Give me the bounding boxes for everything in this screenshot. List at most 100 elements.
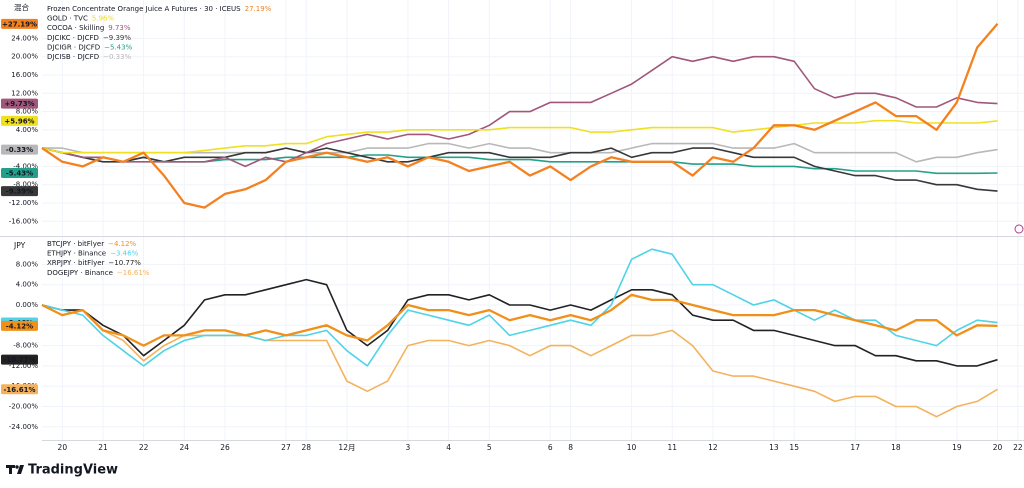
value-badge-label: -0.33% [6,146,33,154]
y-tick-label: -8.00% [13,342,38,350]
legend-name: Frozen Concentrate Orange Juice A Future… [47,5,241,13]
legend-value: 9.73% [108,24,131,32]
value-badge [1,320,38,331]
value-badge-label: -4.12% [6,322,33,330]
x-tick-label: 22 [139,443,149,452]
x-tick-label: 18 [891,443,901,452]
legend-value: −10.77% [108,259,141,267]
x-tick-label: 11 [667,443,677,452]
legend-name: GOLD · TVC [47,15,88,23]
legend-value: −5.43% [104,43,132,51]
x-tick-label: 13 [769,443,779,452]
legend-name: ETHJPY · Binance [47,250,106,258]
x-tick-label: 22 [1013,443,1023,452]
value-badge-label: +5.96% [4,117,34,125]
legend-entry: Frozen Concentrate Orange Juice A Future… [47,5,272,13]
y-tick-label: 8.00% [16,260,39,268]
legend-entry: BTCJPY · bitFlyer −4.12% [47,240,137,248]
value-badge [1,98,38,109]
y-tick-label: 8.00% [16,108,39,116]
x-tick-label: 19 [952,443,962,452]
legend-name: DJCISB · DJCFD [47,53,99,61]
y-tick-label: -24.00% [9,423,39,431]
x-tick-label: 6 [548,443,553,452]
value-badge [1,384,38,395]
x-tick-label: 20 [993,443,1003,452]
legend-entry: ETHJPY · Binance −3.46% [47,250,139,258]
value-badge-label: -9.39% [6,188,33,196]
series-line [41,55,998,168]
series-line [41,278,998,367]
legend-entry: COCOA · Skilling 9.73% [47,24,131,32]
x-tick-label: 3 [406,443,411,452]
legend-entry: GOLD · TVC 5.96% [47,15,114,23]
x-tick-label: 8 [568,443,573,452]
legend-name: DJCIKC · DJCFD [47,34,99,42]
x-tick-label: 12 [708,443,718,452]
x-tick-label: 15 [789,443,799,452]
legend-value: −3.46% [110,250,138,258]
value-badge [1,144,38,155]
series-line [41,147,998,192]
legend-value: −4.12% [108,240,136,248]
value-badge [1,167,38,178]
x-tick-label: 5 [487,443,492,452]
legend-name: DOGEJPY · Binance [47,269,113,277]
series-line [41,23,999,209]
lines-layer [41,23,999,418]
series-line [41,304,998,418]
x-tick-label: 17 [850,443,860,452]
x-tick-label: 27 [281,443,291,452]
grid-layer [42,0,1024,440]
logo-stem [9,465,12,474]
scroll-icon[interactable] [1014,224,1024,234]
pane-label: JPY [13,241,26,250]
value-badge [1,115,38,126]
value-badge-label: -16.61% [3,386,35,394]
brand-name: TradingView [28,463,118,478]
y-tick-label: 4.00% [16,126,39,134]
x-tick-label: 20 [58,443,68,452]
legend-value: 27.19% [245,5,272,13]
y-tick-label: 0.00% [16,301,39,309]
legend-value: −0.33% [103,53,131,61]
series-line [42,142,998,163]
labels-layer: 20 21 22 24 26 27 28 12月 3 4 5 6 8 10 11 12 13 15 17 18 19 20… [1,2,1023,452]
y-tick-label: -16.00% [9,217,39,225]
legend-name: BTCJPY · bitFlyer [47,240,104,248]
y-tick-label: 20.00% [11,53,38,61]
value-badge [1,18,38,29]
legend-entry: DJCIKC · DJCFD −9.39% [47,34,131,42]
y-tick-label: 4.00% [16,281,39,289]
y-tick-label: -8.00% [13,181,38,189]
y-tick-label: -12.00% [9,362,39,370]
x-tick-label: 12月 [338,443,355,452]
value-badge-label: -5.43% [6,169,33,177]
logo-slash [17,465,24,474]
series-line [41,293,998,347]
x-tick-label: 4 [446,443,451,452]
y-tick-label: 24.00% [11,34,38,42]
y-tick-label: -12.00% [9,199,39,207]
value-badge-label: +9.73% [4,100,34,108]
y-tick-label: 16.00% [11,71,38,79]
legend-name: COCOA · Skilling [47,24,104,32]
x-tick-label: 26 [220,443,230,452]
series-line [41,119,998,154]
legend-entry: DJCIGR · DJCFD −5.43% [47,43,133,51]
x-tick-label: 10 [627,443,637,452]
value-badge [1,186,38,197]
y-tick-label: -20.00% [9,403,39,411]
logo-dot [15,465,19,469]
value-badge-label: +27.19% [2,20,37,28]
pane-label: 混合 [14,2,29,12]
value-badge [1,354,38,365]
legend-value: −9.39% [103,34,131,42]
legend-entry: DOGEJPY · Binance −16.61% [47,269,150,277]
legend-entry: XRPJPY · bitFlyer −10.77% [47,259,141,267]
legend-name: DJCIGR · DJCFD [47,43,100,51]
x-tick-label: 24 [180,443,190,452]
series-line [41,248,998,367]
legend-value: 5.96% [92,15,115,23]
